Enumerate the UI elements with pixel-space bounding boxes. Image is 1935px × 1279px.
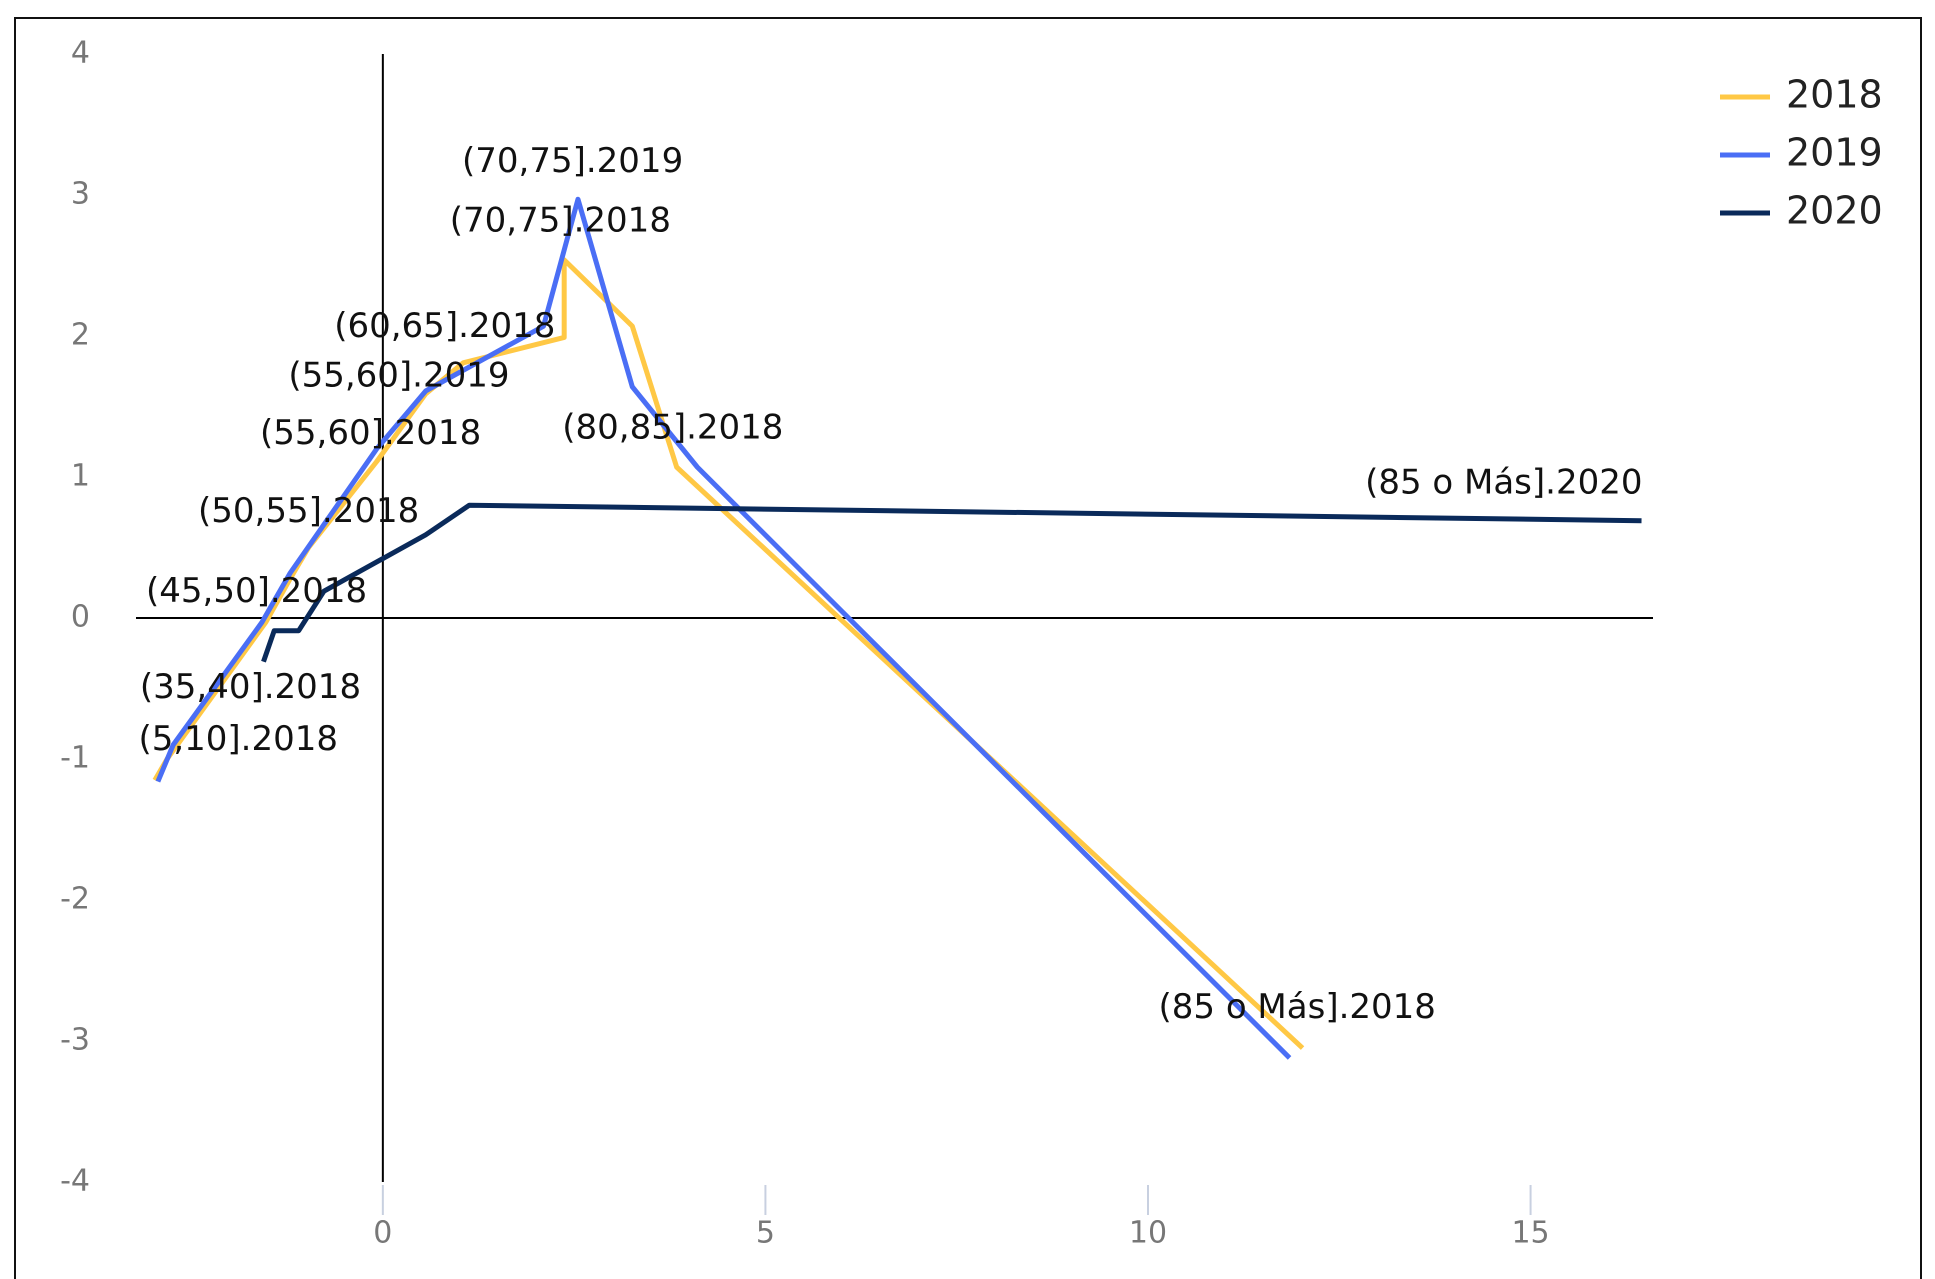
y-tick-label: 3 bbox=[71, 177, 90, 212]
y-tick-label: -3 bbox=[60, 1023, 90, 1058]
y-tick-label: 4 bbox=[71, 36, 90, 71]
annotation: (70,75].2018 bbox=[450, 200, 671, 240]
y-tick-label: -2 bbox=[60, 882, 90, 917]
y-tick-label: 2 bbox=[71, 318, 90, 353]
x-tick-label: 0 bbox=[373, 1216, 392, 1251]
legend-label: 2019 bbox=[1786, 131, 1883, 175]
x-tick-label: 15 bbox=[1511, 1216, 1549, 1251]
y-tick-label: -1 bbox=[60, 741, 90, 776]
annotation: (55,60].2018 bbox=[260, 413, 481, 453]
annotation: (50,55].2018 bbox=[198, 491, 419, 531]
series-line bbox=[261, 502, 1642, 663]
annotation: (35,40].2018 bbox=[140, 667, 361, 707]
x-tick-label: 5 bbox=[756, 1216, 775, 1251]
legend-label: 2018 bbox=[1786, 73, 1883, 117]
y-tick-label: 1 bbox=[71, 459, 90, 494]
annotation: (5,10].2018 bbox=[138, 719, 338, 759]
annotation: (80,85].2018 bbox=[562, 408, 783, 448]
y-tick-label: 0 bbox=[71, 600, 90, 635]
series-line bbox=[155, 196, 1292, 1060]
annotation: (60,65].2018 bbox=[334, 306, 555, 346]
legend-label: 2020 bbox=[1786, 189, 1883, 233]
x-tick-label: 10 bbox=[1129, 1216, 1167, 1251]
annotation: (85 o Más].2018 bbox=[1158, 987, 1435, 1027]
annotation: (70,75].2019 bbox=[462, 141, 683, 181]
frame bbox=[14, 17, 1922, 1279]
annotation: (45,50].2018 bbox=[146, 571, 367, 611]
y-tick-label: -4 bbox=[60, 1164, 90, 1199]
annotation: (55,60].2019 bbox=[288, 355, 509, 395]
annotation: (85 o Más].2020 bbox=[1365, 463, 1642, 503]
